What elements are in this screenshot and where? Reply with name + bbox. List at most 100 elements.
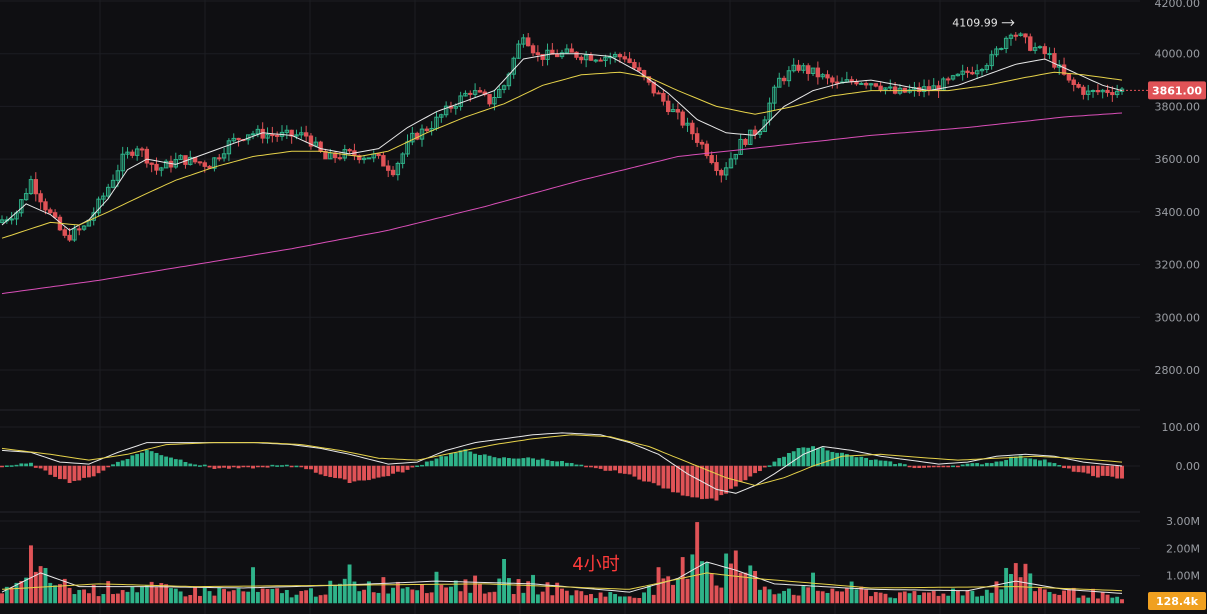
volume-bar xyxy=(492,591,497,604)
volume-bar xyxy=(704,562,709,604)
oscillator-bar xyxy=(371,465,376,479)
candle-body xyxy=(1114,90,1120,96)
volume-bar xyxy=(922,592,927,604)
candle-body xyxy=(878,85,883,91)
oscillator-bar xyxy=(284,464,289,467)
oscillator-bar xyxy=(593,465,598,469)
oscillator-bar xyxy=(236,465,241,469)
candle-body xyxy=(255,128,261,135)
candle-body xyxy=(395,162,401,176)
oscillator-bar xyxy=(922,465,927,468)
oscillator-bar xyxy=(1105,465,1110,477)
oscillator-bar xyxy=(468,451,473,467)
candle-body xyxy=(979,68,985,72)
oscillator-bar xyxy=(951,465,955,468)
volume-bar xyxy=(671,584,675,604)
candle-body xyxy=(579,56,584,61)
candle-body xyxy=(1081,86,1086,95)
candle-body xyxy=(197,161,203,164)
candle-body xyxy=(178,155,183,161)
volume-bar xyxy=(1095,598,1100,604)
candle-body xyxy=(637,67,642,72)
oscillator-bar xyxy=(980,464,984,467)
candle-body xyxy=(714,162,719,172)
volume-bar xyxy=(207,591,212,604)
volume-bar xyxy=(144,585,149,604)
candle-body xyxy=(410,132,415,143)
candle-body xyxy=(680,111,685,126)
volume-bar xyxy=(651,594,656,604)
volume-bar xyxy=(473,575,478,604)
oscillator-bar xyxy=(598,465,603,469)
volume-bar xyxy=(622,596,627,604)
candle-body xyxy=(511,57,516,75)
volume-bar xyxy=(217,587,222,604)
volume-bar xyxy=(955,590,960,604)
volume-bar xyxy=(424,593,429,604)
candle-body xyxy=(274,134,280,137)
last-volume-badge-bg xyxy=(1148,592,1206,610)
oscillator-bar xyxy=(782,456,787,467)
grid-lines xyxy=(0,0,1140,614)
oscillator-bar xyxy=(497,458,502,467)
price-axis-tick: 4000.00 xyxy=(1155,48,1201,61)
oscillator-bar xyxy=(1076,465,1081,473)
oscillator-bar xyxy=(86,465,91,478)
volume-bar xyxy=(1037,587,1042,604)
oscillator-bar xyxy=(260,465,265,468)
oscillator-bar xyxy=(444,456,449,467)
oscillator-bar xyxy=(0,465,4,468)
volume-bar xyxy=(164,584,169,604)
oscillator-bar xyxy=(975,463,980,467)
candle-body xyxy=(318,141,323,152)
oscillator-bar xyxy=(878,460,883,467)
candle-body xyxy=(516,43,521,59)
oscillator-bar xyxy=(463,449,468,467)
oscillator-bar xyxy=(767,465,772,467)
volume-bar xyxy=(415,590,420,604)
volume-bar xyxy=(786,588,791,604)
oscillator-bar xyxy=(357,465,362,481)
volume-bar xyxy=(540,591,545,604)
candle-body xyxy=(0,219,5,223)
volume-bar xyxy=(738,572,743,604)
candle-body xyxy=(955,73,961,77)
volume-bar xyxy=(309,588,313,604)
oscillator-bar xyxy=(603,465,608,471)
oscillator-bar xyxy=(613,465,618,471)
candle-body xyxy=(627,58,632,63)
candle-body xyxy=(1023,33,1028,38)
oscillator-bar xyxy=(140,452,144,467)
candle-body xyxy=(989,54,994,67)
candle-body xyxy=(226,140,232,155)
oscillator-bar xyxy=(849,455,854,467)
volume-bar xyxy=(666,576,671,604)
volume-bar xyxy=(149,581,154,604)
candle-body xyxy=(888,86,893,89)
volume-bar xyxy=(362,589,367,604)
candle-body xyxy=(9,218,14,221)
oscillator-bar xyxy=(255,465,260,468)
candle-body xyxy=(984,65,990,70)
oscillator-bar xyxy=(14,464,19,467)
volume-bar xyxy=(497,578,502,604)
oscillator-bar xyxy=(1071,465,1076,472)
volume-bar xyxy=(815,590,820,604)
oscillator-bar xyxy=(999,461,1004,467)
candle-body xyxy=(530,45,536,54)
volume-bar xyxy=(82,589,87,604)
candle-body xyxy=(1066,73,1072,81)
volume-bar xyxy=(960,595,965,604)
oscillator-bar xyxy=(304,465,309,470)
oscillator-bar xyxy=(1047,462,1052,467)
volume-bar xyxy=(878,592,883,604)
volume-bar xyxy=(526,581,531,604)
volume-bar xyxy=(849,581,854,604)
last-volume-badge: 128.4k xyxy=(1148,592,1206,610)
oscillator-bar xyxy=(1120,465,1124,479)
candle-body xyxy=(564,48,570,54)
candle-body xyxy=(492,97,497,105)
candle-body xyxy=(38,193,43,203)
last-volume-label: 128.4k xyxy=(1156,595,1199,608)
